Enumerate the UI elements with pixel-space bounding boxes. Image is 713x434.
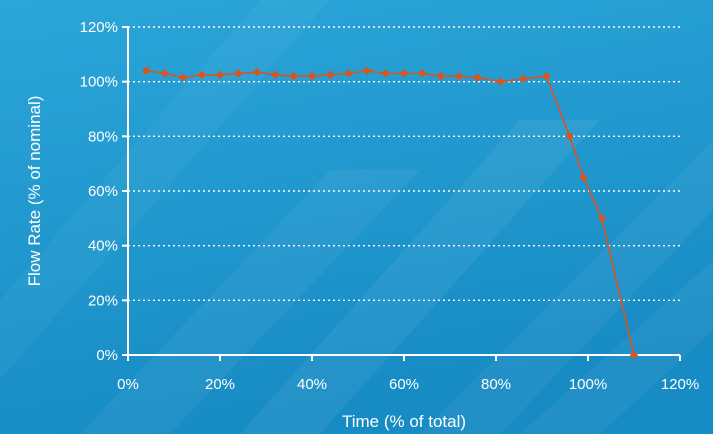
data-point bbox=[215, 70, 225, 80]
data-point bbox=[399, 69, 409, 78]
data-point bbox=[271, 70, 280, 80]
x-tick-label: 100% bbox=[569, 376, 607, 393]
data-point bbox=[455, 72, 464, 81]
data-point bbox=[519, 74, 528, 84]
grid-lines bbox=[128, 26, 680, 302]
data-point bbox=[179, 73, 188, 82]
x-tick-label: 40% bbox=[297, 376, 327, 393]
data-point bbox=[252, 67, 261, 77]
y-tick-label: 40% bbox=[88, 238, 118, 255]
data-point bbox=[234, 69, 243, 78]
y-tick-label: 20% bbox=[88, 292, 118, 309]
series-layer bbox=[142, 66, 639, 360]
data-point bbox=[629, 350, 639, 360]
y-tick-label: 120% bbox=[80, 19, 118, 36]
data-point bbox=[565, 132, 574, 141]
data-point bbox=[597, 214, 606, 223]
data-point bbox=[326, 70, 335, 80]
tick-labels: 0% 20% 40% 60% 80% 100% 120% 0% 20% 40% 60% 80% 100%… bbox=[80, 19, 700, 393]
y-tick-label: 80% bbox=[88, 128, 118, 145]
data-point bbox=[160, 69, 169, 78]
x-tick-label: 20% bbox=[205, 376, 235, 393]
data-point bbox=[496, 77, 505, 86]
data-point bbox=[542, 72, 551, 81]
y-tick-label: 60% bbox=[88, 183, 118, 200]
x-tick-label: 60% bbox=[389, 376, 419, 393]
x-axis-title: Time (% of total) bbox=[342, 412, 466, 431]
data-point bbox=[418, 69, 427, 78]
data-point bbox=[307, 72, 317, 81]
axes bbox=[122, 26, 681, 361]
data-point bbox=[344, 69, 353, 78]
data-point bbox=[197, 70, 206, 80]
x-tick-label: 120% bbox=[661, 376, 699, 393]
y-axis-title: Flow Rate (% of nominal) bbox=[25, 96, 44, 287]
x-tick-label: 80% bbox=[481, 376, 511, 393]
x-tick-label: 0% bbox=[117, 376, 139, 393]
data-point bbox=[381, 69, 390, 78]
data-point bbox=[579, 173, 588, 182]
y-tick-label: 100% bbox=[80, 74, 118, 91]
y-tick-label: 0% bbox=[96, 347, 118, 364]
data-point bbox=[142, 66, 151, 75]
data-point bbox=[289, 72, 298, 81]
data-point bbox=[363, 66, 372, 75]
data-point bbox=[436, 72, 445, 81]
data-point bbox=[473, 73, 482, 82]
